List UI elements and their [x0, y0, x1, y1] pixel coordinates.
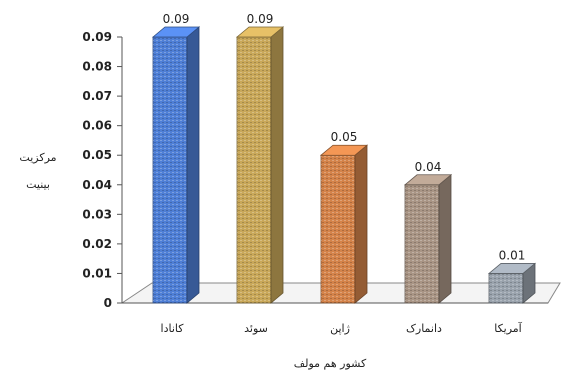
category-label: دانمارک — [406, 322, 442, 335]
x-axis-label: کشور هم مولف — [294, 357, 367, 370]
y-tick-label: 0.07 — [82, 89, 112, 103]
data-label: 0.01 — [499, 248, 526, 262]
bar-texture — [489, 273, 523, 303]
bar-top — [235, 26, 285, 38]
category-label: کانادا — [161, 322, 185, 335]
bar-texture — [237, 37, 271, 303]
y-tick-label: 0.06 — [82, 119, 112, 133]
y-tick-label: 0.01 — [82, 266, 112, 280]
bar — [235, 26, 285, 304]
bar-top — [487, 263, 537, 274]
y-tick-label: 0.08 — [82, 60, 112, 74]
category-label: سوئد — [244, 322, 268, 335]
y-tick-label: 0.02 — [82, 237, 112, 251]
data-label: 0.05 — [331, 130, 358, 144]
y-tick-label: 0.03 — [82, 207, 112, 221]
bar-side — [270, 26, 284, 304]
bar-texture — [321, 155, 355, 303]
category-label: ژاپن — [330, 322, 350, 335]
y-tick-label: 0.09 — [82, 30, 112, 44]
bar-top — [319, 144, 369, 156]
data-label: 0.09 — [247, 12, 274, 26]
bar — [403, 173, 453, 304]
bar-top — [151, 26, 201, 38]
data-label: 0.09 — [163, 12, 190, 26]
category-label: آمریکا — [494, 321, 522, 335]
bar-top — [403, 174, 453, 186]
bar-texture — [153, 37, 187, 303]
y-tick-label: 0.05 — [82, 148, 112, 162]
y-axis-label-line1: مرکزیت — [19, 151, 56, 164]
bar-side — [438, 173, 452, 304]
bar — [319, 144, 369, 304]
data-label: 0.04 — [415, 160, 442, 174]
bar-side — [186, 26, 200, 304]
y-tick-label: 0 — [104, 296, 112, 310]
y-axis-label-line2: بینیت — [26, 178, 50, 191]
bar-texture — [405, 184, 439, 303]
bar — [151, 26, 201, 304]
bar-side — [354, 144, 368, 304]
y-tick-label: 0.04 — [82, 178, 112, 192]
bar — [487, 262, 537, 304]
